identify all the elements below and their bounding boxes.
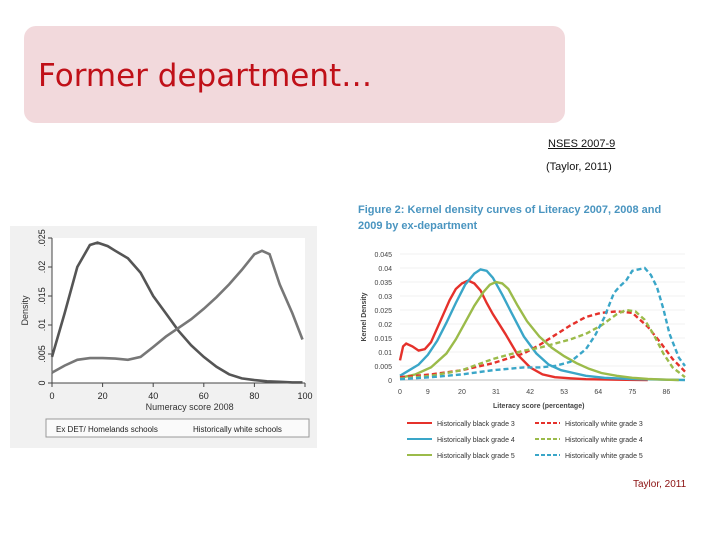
y-tick-label: .005 (37, 345, 47, 363)
y-axis-title: Kernel Density (361, 292, 368, 341)
legend-box (45, 418, 310, 438)
series-line-2 (399, 280, 679, 382)
y-tick-label: .025 (37, 229, 47, 247)
source-line-1: NSES 2007-9 (548, 138, 616, 150)
series-line-0 (50, 241, 303, 384)
x-tick-label: 60 (199, 391, 209, 401)
literacy-figure: Figure 2: Kernel density curves of Liter… (347, 196, 692, 468)
y-tick-label: 0.01 (378, 350, 392, 357)
slide-title: Former department… (38, 58, 373, 94)
x-tick-label: 9 (426, 389, 430, 396)
x-axis-title: Literacy score (percentage) (493, 403, 584, 410)
x-axis-title: Numeracy score 2008 (146, 402, 234, 412)
y-tick-label: 0.005 (374, 364, 392, 371)
y-tick-label: 0.02 (378, 322, 392, 329)
credit-text: Taylor, 2011 (633, 479, 687, 490)
x-tick-label: 20 (98, 391, 108, 401)
y-tick-label: 0.025 (374, 308, 392, 315)
series-line-3 (399, 310, 686, 379)
series-line-1 (51, 249, 304, 374)
legend-label-0: Historically black grade 3 (437, 421, 515, 428)
x-tick-label: 80 (249, 391, 259, 401)
title-box: Former department… (24, 26, 565, 123)
y-tick-label: .015 (37, 287, 47, 305)
y-tick-label: 0.04 (378, 266, 392, 273)
x-tick-label: 40 (148, 391, 158, 401)
x-tick-label: 0 (398, 389, 402, 396)
legend-label-2: Historically black grade 5 (437, 453, 515, 460)
y-tick-label: 0 (37, 380, 47, 385)
series-line-4 (399, 308, 686, 380)
y-tick-label: 0.03 (378, 294, 392, 301)
figure-title: Figure 2: Kernel density curves of Liter… (358, 204, 662, 232)
y-tick-label: 0 (388, 378, 392, 385)
x-tick-label: 64 (594, 389, 602, 396)
x-tick-label: 42 (526, 389, 534, 396)
x-tick-label: 100 (297, 391, 312, 401)
y-tick-label: .02 (37, 261, 47, 274)
y-axis-title: Density (20, 295, 30, 326)
y-tick-label: .01 (37, 319, 47, 332)
y-tick-label: 0.015 (374, 336, 392, 343)
legend-label-1: Historically black grade 4 (437, 437, 515, 444)
numeracy-density-chart: 0 20 40 60 80 100 0 .005 .01 .015 .02 .025 Numeracy … (20, 229, 313, 438)
legend-label-1: Historically white schools (193, 425, 282, 434)
series-line-1 (399, 268, 686, 382)
x-tick-label: 53 (560, 389, 568, 396)
source-line-2: (Taylor, 2011) (546, 161, 612, 173)
legend-label-0: Ex DET/ Homelands schools (56, 425, 158, 434)
legend-label-3: Historically white grade 3 (565, 421, 643, 428)
x-tick-label: 75 (628, 389, 636, 396)
numeracy-figure: 0 20 40 60 80 100 0 .005 .01 .015 .02 .025 Numeracy … (10, 226, 317, 448)
literacy-density-chart: 0 0.005 0.01 0.015 0.02 0.025 0.03 0.035 0.04 0.0… (361, 252, 686, 460)
x-tick-label: 31 (492, 389, 500, 396)
y-tick-label: 0.045 (374, 252, 392, 259)
y-tick-label: 0.035 (374, 280, 392, 287)
legend-label-5: Historically white grade 5 (565, 453, 643, 460)
legend-label-4: Historically white grade 4 (565, 437, 643, 444)
plot-area (52, 238, 305, 383)
x-tick-label: 20 (458, 389, 466, 396)
x-tick-label: 86 (663, 389, 671, 396)
series-line-5 (399, 266, 686, 381)
series-line-0 (398, 279, 648, 382)
x-tick-label: 0 (49, 391, 54, 401)
